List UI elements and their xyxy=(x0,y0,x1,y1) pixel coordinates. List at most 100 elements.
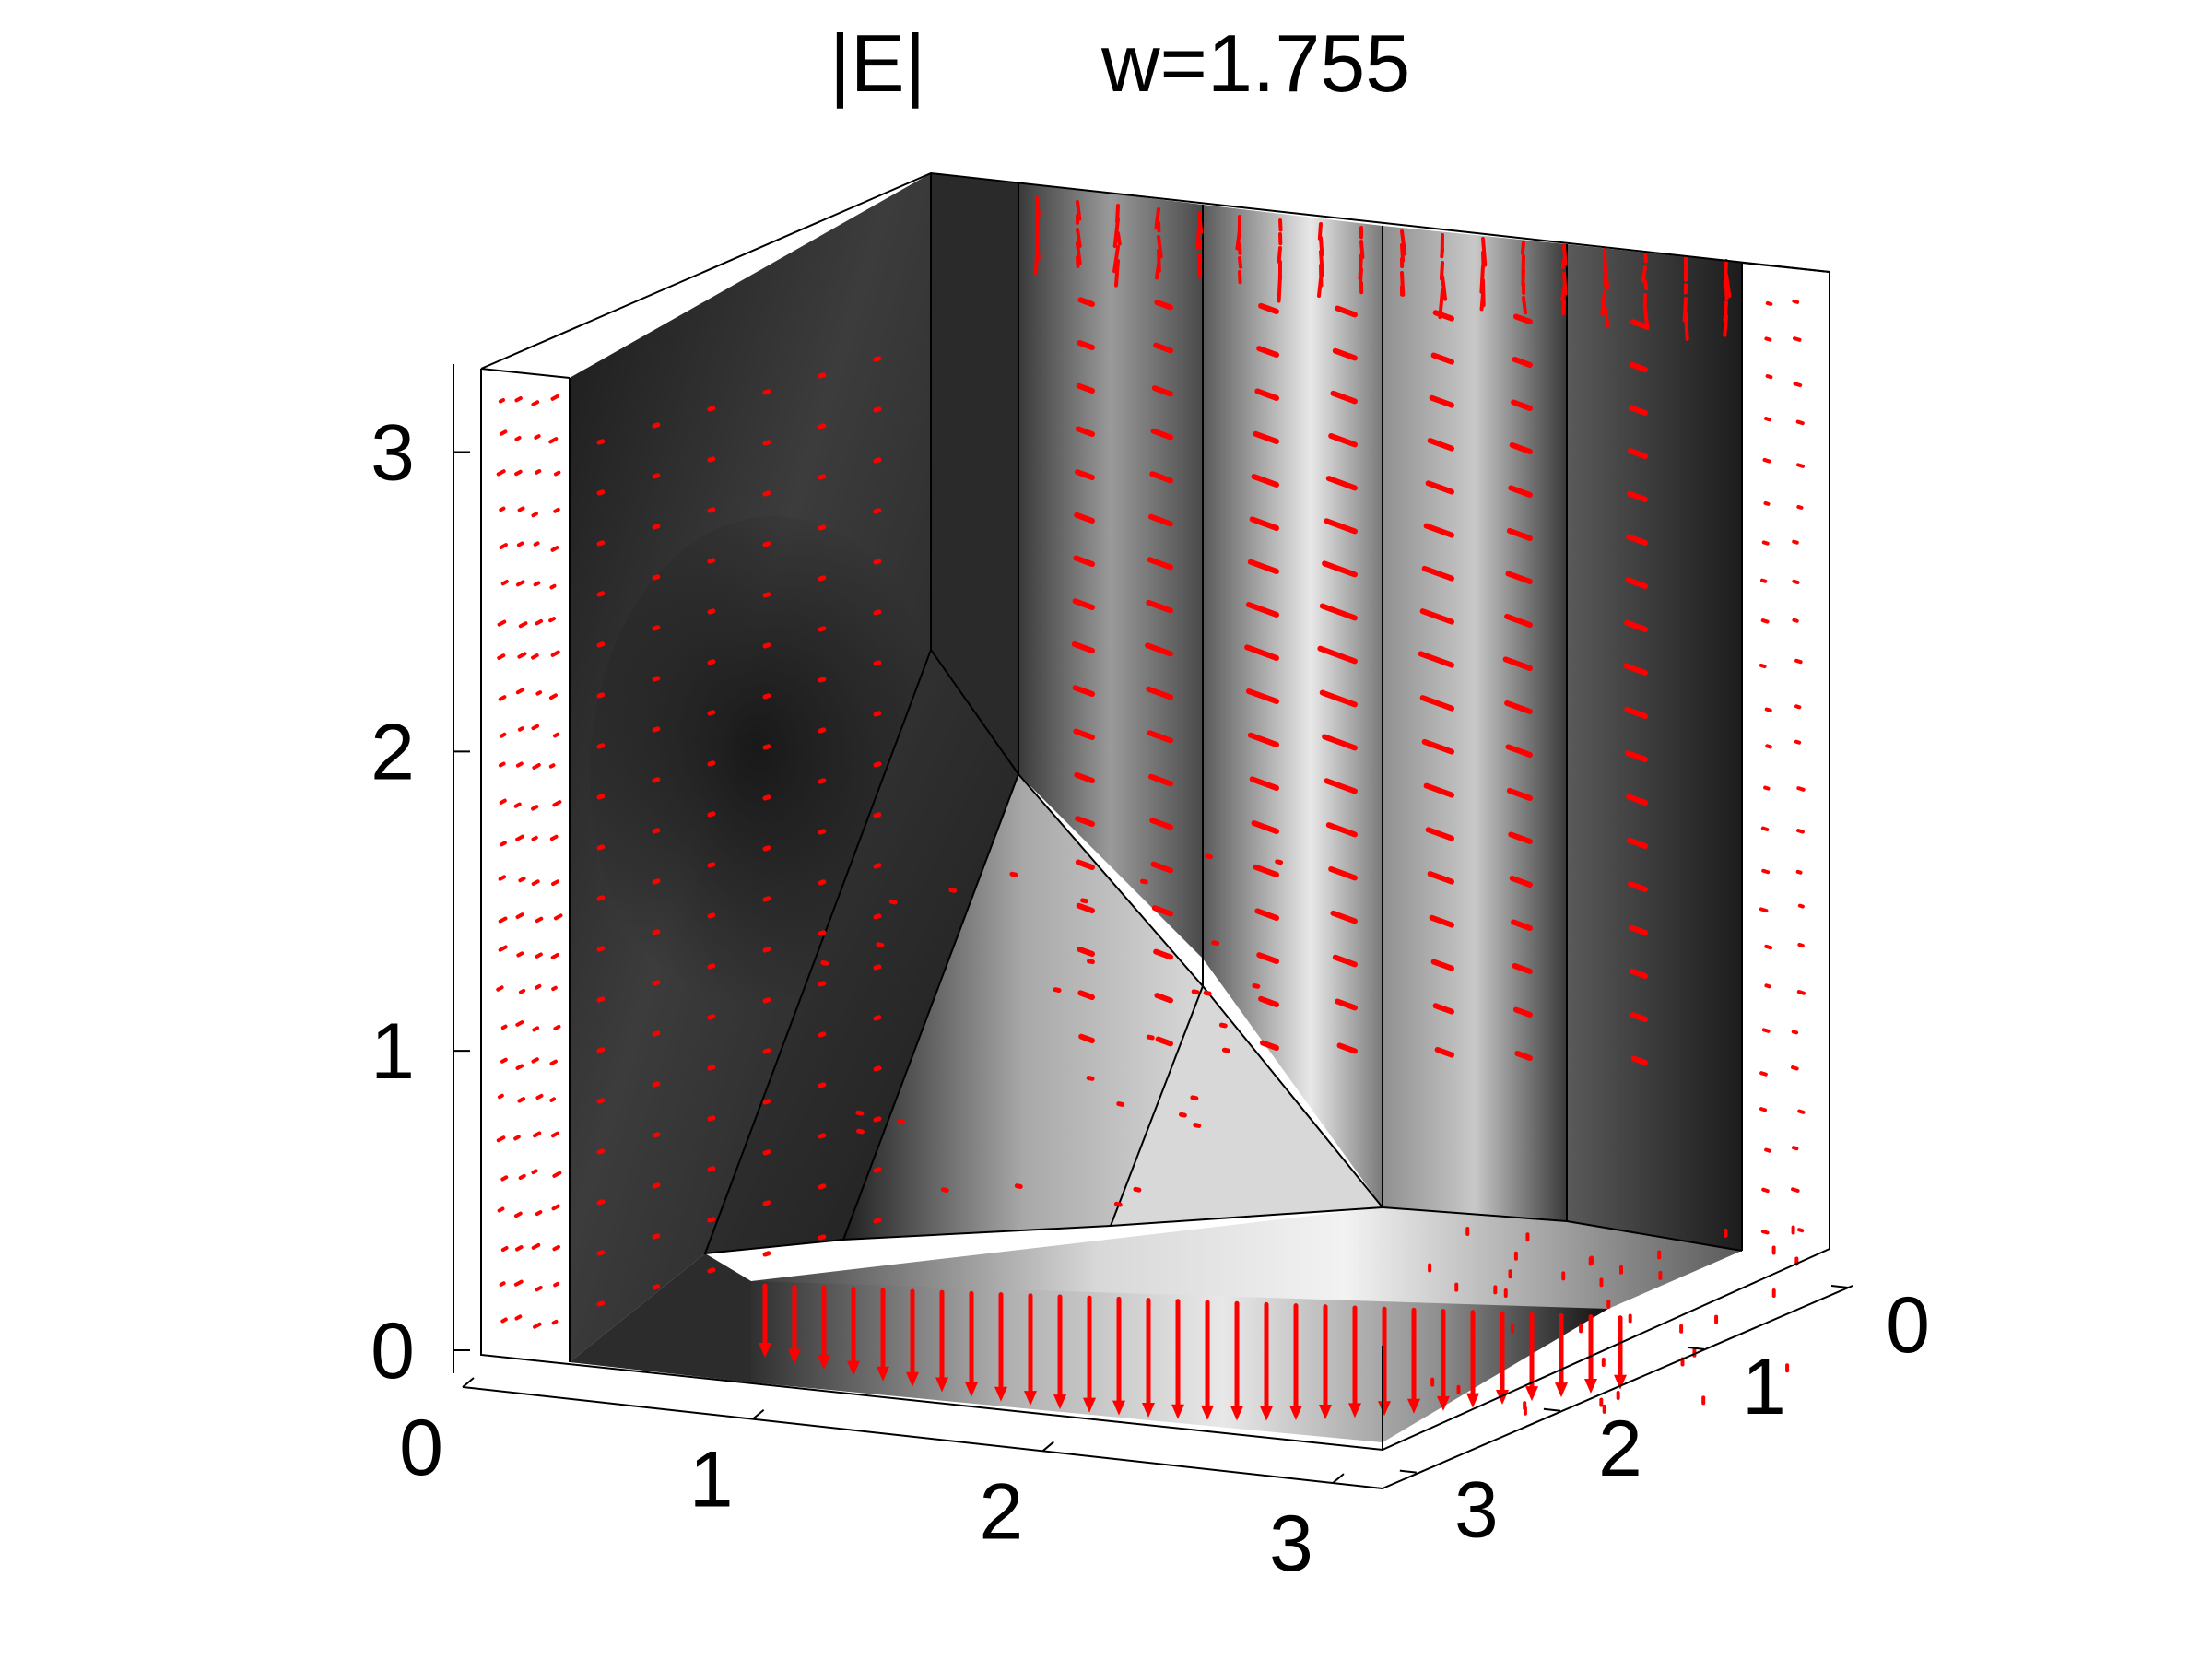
vector-mid xyxy=(1624,706,1648,719)
vector-left-slice xyxy=(873,457,882,464)
vector-left-wall xyxy=(533,581,541,587)
vector-left-slice xyxy=(873,1116,882,1123)
vector-left-wall xyxy=(531,1057,539,1064)
vector-mid xyxy=(1245,602,1279,618)
vector-mid xyxy=(1626,534,1648,546)
vector-right-wall xyxy=(1759,663,1767,669)
vector-right-wall xyxy=(1795,419,1805,426)
vector-mid xyxy=(1430,352,1454,365)
x-tick-label: 3 xyxy=(1269,1500,1313,1588)
vector-left-wall xyxy=(498,945,508,952)
vector-top xyxy=(1112,245,1120,274)
vector-mid xyxy=(1423,782,1454,798)
vector-diagonal xyxy=(1191,989,1200,995)
vector-bottom-head xyxy=(759,1343,771,1358)
vector-top xyxy=(1560,258,1566,269)
vector-mid xyxy=(1150,861,1173,874)
vector-top xyxy=(1724,287,1729,300)
vector-mid xyxy=(1074,512,1095,524)
vector-left-slice xyxy=(707,1065,716,1071)
vector-left-slice xyxy=(762,693,771,700)
vector-right-wall xyxy=(1761,540,1770,546)
vector-mid xyxy=(1425,827,1454,841)
y-axis-line xyxy=(1382,1285,1853,1489)
vector-right-wall xyxy=(1764,417,1771,422)
vector-mid xyxy=(1319,603,1358,621)
vector-mid xyxy=(1325,476,1358,491)
vector-top xyxy=(1400,229,1407,256)
vector-left-wall xyxy=(515,688,525,695)
vector-right-wall xyxy=(1762,457,1771,464)
vector-left-slice xyxy=(762,1048,771,1054)
vector-left-slice xyxy=(652,878,661,885)
vector-bottom-head xyxy=(1319,1404,1332,1419)
vector-left-wall xyxy=(535,983,542,990)
vector-right-wall xyxy=(1792,539,1799,545)
vector-mid xyxy=(1423,523,1454,538)
vector-mid xyxy=(1251,820,1279,834)
vector-mid xyxy=(1077,990,1095,1000)
vector-top xyxy=(1479,292,1485,312)
x-tick-label: 0 xyxy=(399,1404,443,1492)
vector-mid xyxy=(1076,902,1095,913)
vector-left-wall xyxy=(535,1210,543,1217)
vector-bottom-head xyxy=(818,1355,830,1371)
vector-left-slice xyxy=(818,930,827,936)
vector-bottom-head xyxy=(1230,1406,1243,1421)
vector-left-slice xyxy=(818,1183,827,1190)
vector-left-wall xyxy=(553,470,561,477)
vector-diagonal xyxy=(1053,987,1062,993)
vector-mid xyxy=(1073,555,1095,567)
vector-left-slice xyxy=(707,912,716,919)
vector-left-slice xyxy=(707,811,716,818)
vector-left-wall xyxy=(499,1281,506,1287)
vector-left-wall xyxy=(517,506,525,512)
vector-left-wall xyxy=(514,396,523,403)
vector-mid xyxy=(1249,516,1279,531)
vector-left-slice xyxy=(818,727,827,734)
vector-left-slice xyxy=(873,913,882,920)
vector-mid xyxy=(1502,656,1533,671)
vector-diagonal xyxy=(1116,1101,1125,1107)
vector-right-wall xyxy=(1761,868,1771,875)
vector-left-slice xyxy=(596,1199,606,1206)
vector-diagonal xyxy=(1086,1076,1095,1081)
vector-left-wall xyxy=(517,726,524,732)
vector-right-wall xyxy=(1794,704,1802,710)
vector-mid xyxy=(1429,914,1454,928)
y-tick-label: 2 xyxy=(1598,1405,1642,1493)
vector-bottom-head xyxy=(877,1366,889,1382)
vector-mid xyxy=(1253,864,1279,877)
vector-right-wall xyxy=(1764,707,1772,712)
vector-top xyxy=(1641,265,1647,283)
vector-left-slice xyxy=(652,676,661,682)
vector-left-wall xyxy=(500,1057,508,1064)
vector-mid xyxy=(1627,490,1648,502)
vector-mid xyxy=(1153,948,1173,960)
vector-top xyxy=(1317,277,1323,299)
vector-mid xyxy=(1624,619,1648,632)
vector-mid xyxy=(1075,469,1095,480)
vector-top xyxy=(1197,266,1202,279)
vector-top xyxy=(1076,228,1082,248)
vector-left-wall xyxy=(531,653,539,660)
vector-diagonal xyxy=(855,1110,865,1116)
vector-bottom-head xyxy=(1112,1400,1125,1416)
slice-edges xyxy=(703,173,1743,1255)
vector-left-wall xyxy=(553,1024,561,1030)
vector-mid xyxy=(1427,871,1454,885)
vector-mid xyxy=(1512,313,1533,324)
vector-mid xyxy=(1149,471,1173,484)
vector-diagonal xyxy=(820,960,830,966)
vector-mid xyxy=(1335,305,1358,318)
vector-left-wall xyxy=(550,1131,559,1138)
vector-right-wall xyxy=(1760,1230,1770,1235)
vector-mid xyxy=(1511,919,1533,931)
vector-mid xyxy=(1317,645,1358,665)
vector-left-slice xyxy=(652,473,661,479)
vector-mid xyxy=(1322,734,1358,751)
vector-left-slice xyxy=(873,609,882,616)
vector-left-slice xyxy=(652,1030,661,1037)
vector-left-wall xyxy=(514,435,522,441)
vector-left-wall xyxy=(531,400,540,406)
